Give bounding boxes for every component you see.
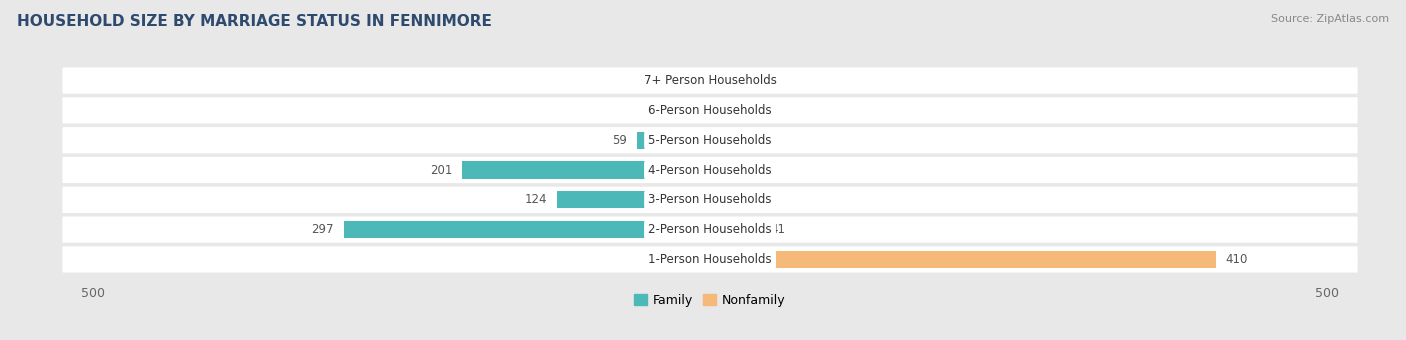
- Bar: [637, 132, 710, 149]
- FancyBboxPatch shape: [62, 67, 1358, 94]
- Bar: [343, 221, 710, 238]
- Text: 124: 124: [524, 193, 547, 206]
- Text: 0: 0: [720, 134, 727, 147]
- Bar: [704, 72, 710, 89]
- Text: 297: 297: [311, 223, 333, 236]
- Bar: [557, 191, 710, 208]
- FancyBboxPatch shape: [62, 187, 1358, 213]
- FancyBboxPatch shape: [62, 97, 1358, 123]
- Text: 1-Person Households: 1-Person Households: [648, 253, 772, 266]
- Text: 0: 0: [693, 253, 700, 266]
- Bar: [710, 221, 761, 238]
- FancyBboxPatch shape: [62, 246, 1358, 273]
- Text: 17: 17: [741, 164, 756, 176]
- Text: 6-Person Households: 6-Person Households: [648, 104, 772, 117]
- Text: 0: 0: [720, 193, 727, 206]
- Bar: [710, 251, 1216, 268]
- Text: 410: 410: [1226, 253, 1249, 266]
- FancyBboxPatch shape: [62, 157, 1358, 183]
- Text: 201: 201: [430, 164, 453, 176]
- Text: 0: 0: [720, 104, 727, 117]
- Text: 3-Person Households: 3-Person Households: [648, 193, 772, 206]
- Bar: [710, 162, 731, 178]
- Text: 7+ Person Households: 7+ Person Households: [644, 74, 776, 87]
- FancyBboxPatch shape: [62, 217, 1358, 243]
- Text: 0: 0: [693, 104, 700, 117]
- Bar: [463, 162, 710, 178]
- Text: Source: ZipAtlas.com: Source: ZipAtlas.com: [1271, 14, 1389, 23]
- Text: HOUSEHOLD SIZE BY MARRIAGE STATUS IN FENNIMORE: HOUSEHOLD SIZE BY MARRIAGE STATUS IN FEN…: [17, 14, 492, 29]
- Legend: Family, Nonfamily: Family, Nonfamily: [630, 289, 790, 312]
- FancyBboxPatch shape: [62, 127, 1358, 153]
- Text: 4: 4: [688, 74, 695, 87]
- Text: 41: 41: [770, 223, 786, 236]
- Text: 2-Person Households: 2-Person Households: [648, 223, 772, 236]
- Text: 59: 59: [613, 134, 627, 147]
- Text: 5-Person Households: 5-Person Households: [648, 134, 772, 147]
- Text: 4-Person Households: 4-Person Households: [648, 164, 772, 176]
- Text: 0: 0: [720, 74, 727, 87]
